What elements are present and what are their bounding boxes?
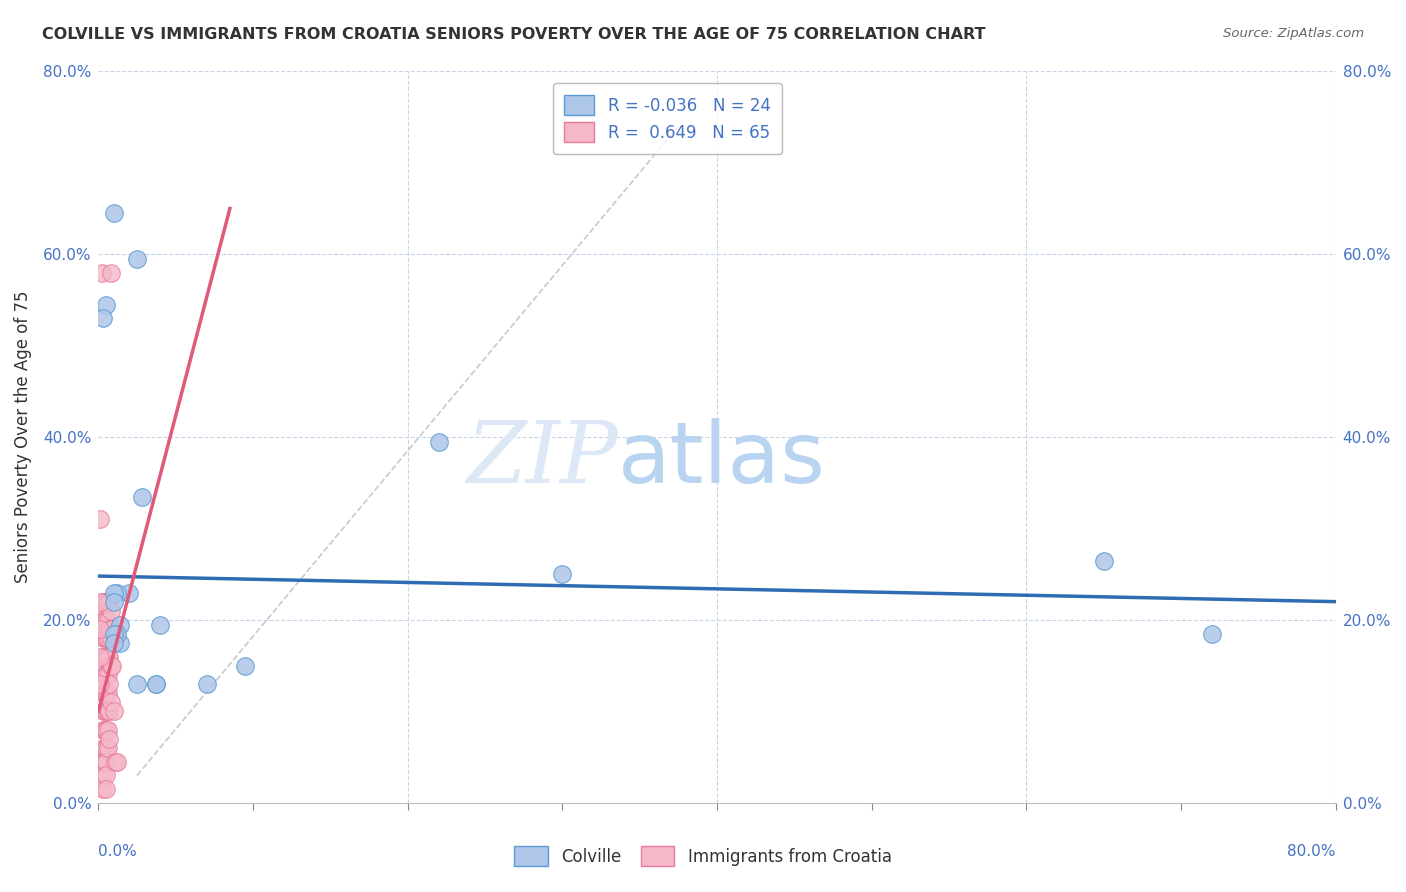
Point [127,252,149,266]
Point [96,686,118,700]
Point [103,594,125,608]
Point [89,594,111,608]
Point [93,594,115,608]
Point [96,740,118,755]
Point [91,705,114,719]
Point [96,667,118,681]
Point [89,512,111,526]
Point [96,594,118,608]
Point [91,740,114,755]
Point [427,434,450,449]
Point [93,686,115,700]
Point [104,755,127,769]
Point [93,740,115,755]
Point [103,206,125,220]
Point [100,604,122,618]
Point [97,723,120,737]
Y-axis label: Seniors Poverty Over the Age of 75: Seniors Poverty Over the Age of 75 [14,291,32,583]
Point [98,649,121,664]
Point [131,490,153,504]
Point [96,755,118,769]
Point [93,613,115,627]
Point [100,266,122,280]
Text: Source: ZipAtlas.com: Source: ZipAtlas.com [1223,27,1364,40]
Point [97,686,120,700]
Point [96,632,118,646]
Point [1201,626,1223,640]
Point [100,632,122,646]
Point [89,677,111,691]
Point [103,705,125,719]
Point [96,723,118,737]
Point [100,658,122,673]
Point [89,622,111,636]
Point [91,649,114,664]
Point [108,617,131,632]
Point [91,723,114,737]
Point [97,613,120,627]
Point [91,667,114,681]
Point [97,740,120,755]
Point [93,755,115,769]
Point [93,723,115,737]
Point [105,626,128,640]
Point [91,632,114,646]
Text: 0.0%: 0.0% [98,845,138,859]
Point [96,782,118,797]
Point [93,705,115,719]
Point [96,613,118,627]
Point [149,617,172,632]
Point [91,686,114,700]
Point [89,649,111,664]
Point [145,677,167,691]
Point [127,677,149,691]
Point [101,622,124,636]
Point [91,311,114,326]
Point [103,585,125,599]
Point [91,768,114,782]
Point [97,667,120,681]
Point [97,632,120,646]
Point [91,594,114,608]
Point [108,636,131,650]
Point [195,677,218,691]
Point [98,731,121,746]
Point [91,755,114,769]
Point [96,768,118,782]
Point [97,594,120,608]
Point [103,636,125,650]
Point [96,297,118,311]
Text: 80.0%: 80.0% [1288,845,1336,859]
Point [97,649,120,664]
Point [91,613,114,627]
Text: COLVILLE VS IMMIGRANTS FROM CROATIA SENIORS POVERTY OVER THE AGE OF 75 CORRELATI: COLVILLE VS IMMIGRANTS FROM CROATIA SENI… [42,27,986,42]
Point [90,266,112,280]
Point [93,649,115,664]
Point [235,658,257,673]
Point [105,585,128,599]
Point [93,632,115,646]
Point [1092,553,1115,567]
Legend: Colville, Immigrants from Croatia: Colville, Immigrants from Croatia [508,839,898,873]
Point [551,567,574,582]
Point [103,626,125,640]
Point [118,585,141,599]
Point [98,622,121,636]
Point [145,677,167,691]
Point [105,755,128,769]
Point [98,677,121,691]
Point [98,705,121,719]
Point [98,594,121,608]
Point [100,695,122,709]
Point [96,705,118,719]
Point [101,658,124,673]
Text: ZIP: ZIP [467,417,619,500]
Text: atlas: atlas [619,417,827,500]
Point [96,649,118,664]
Point [93,667,115,681]
Legend: R = -0.036   N = 24, R =  0.649   N = 65: R = -0.036 N = 24, R = 0.649 N = 65 [553,83,782,154]
Point [97,705,120,719]
Point [91,782,114,797]
